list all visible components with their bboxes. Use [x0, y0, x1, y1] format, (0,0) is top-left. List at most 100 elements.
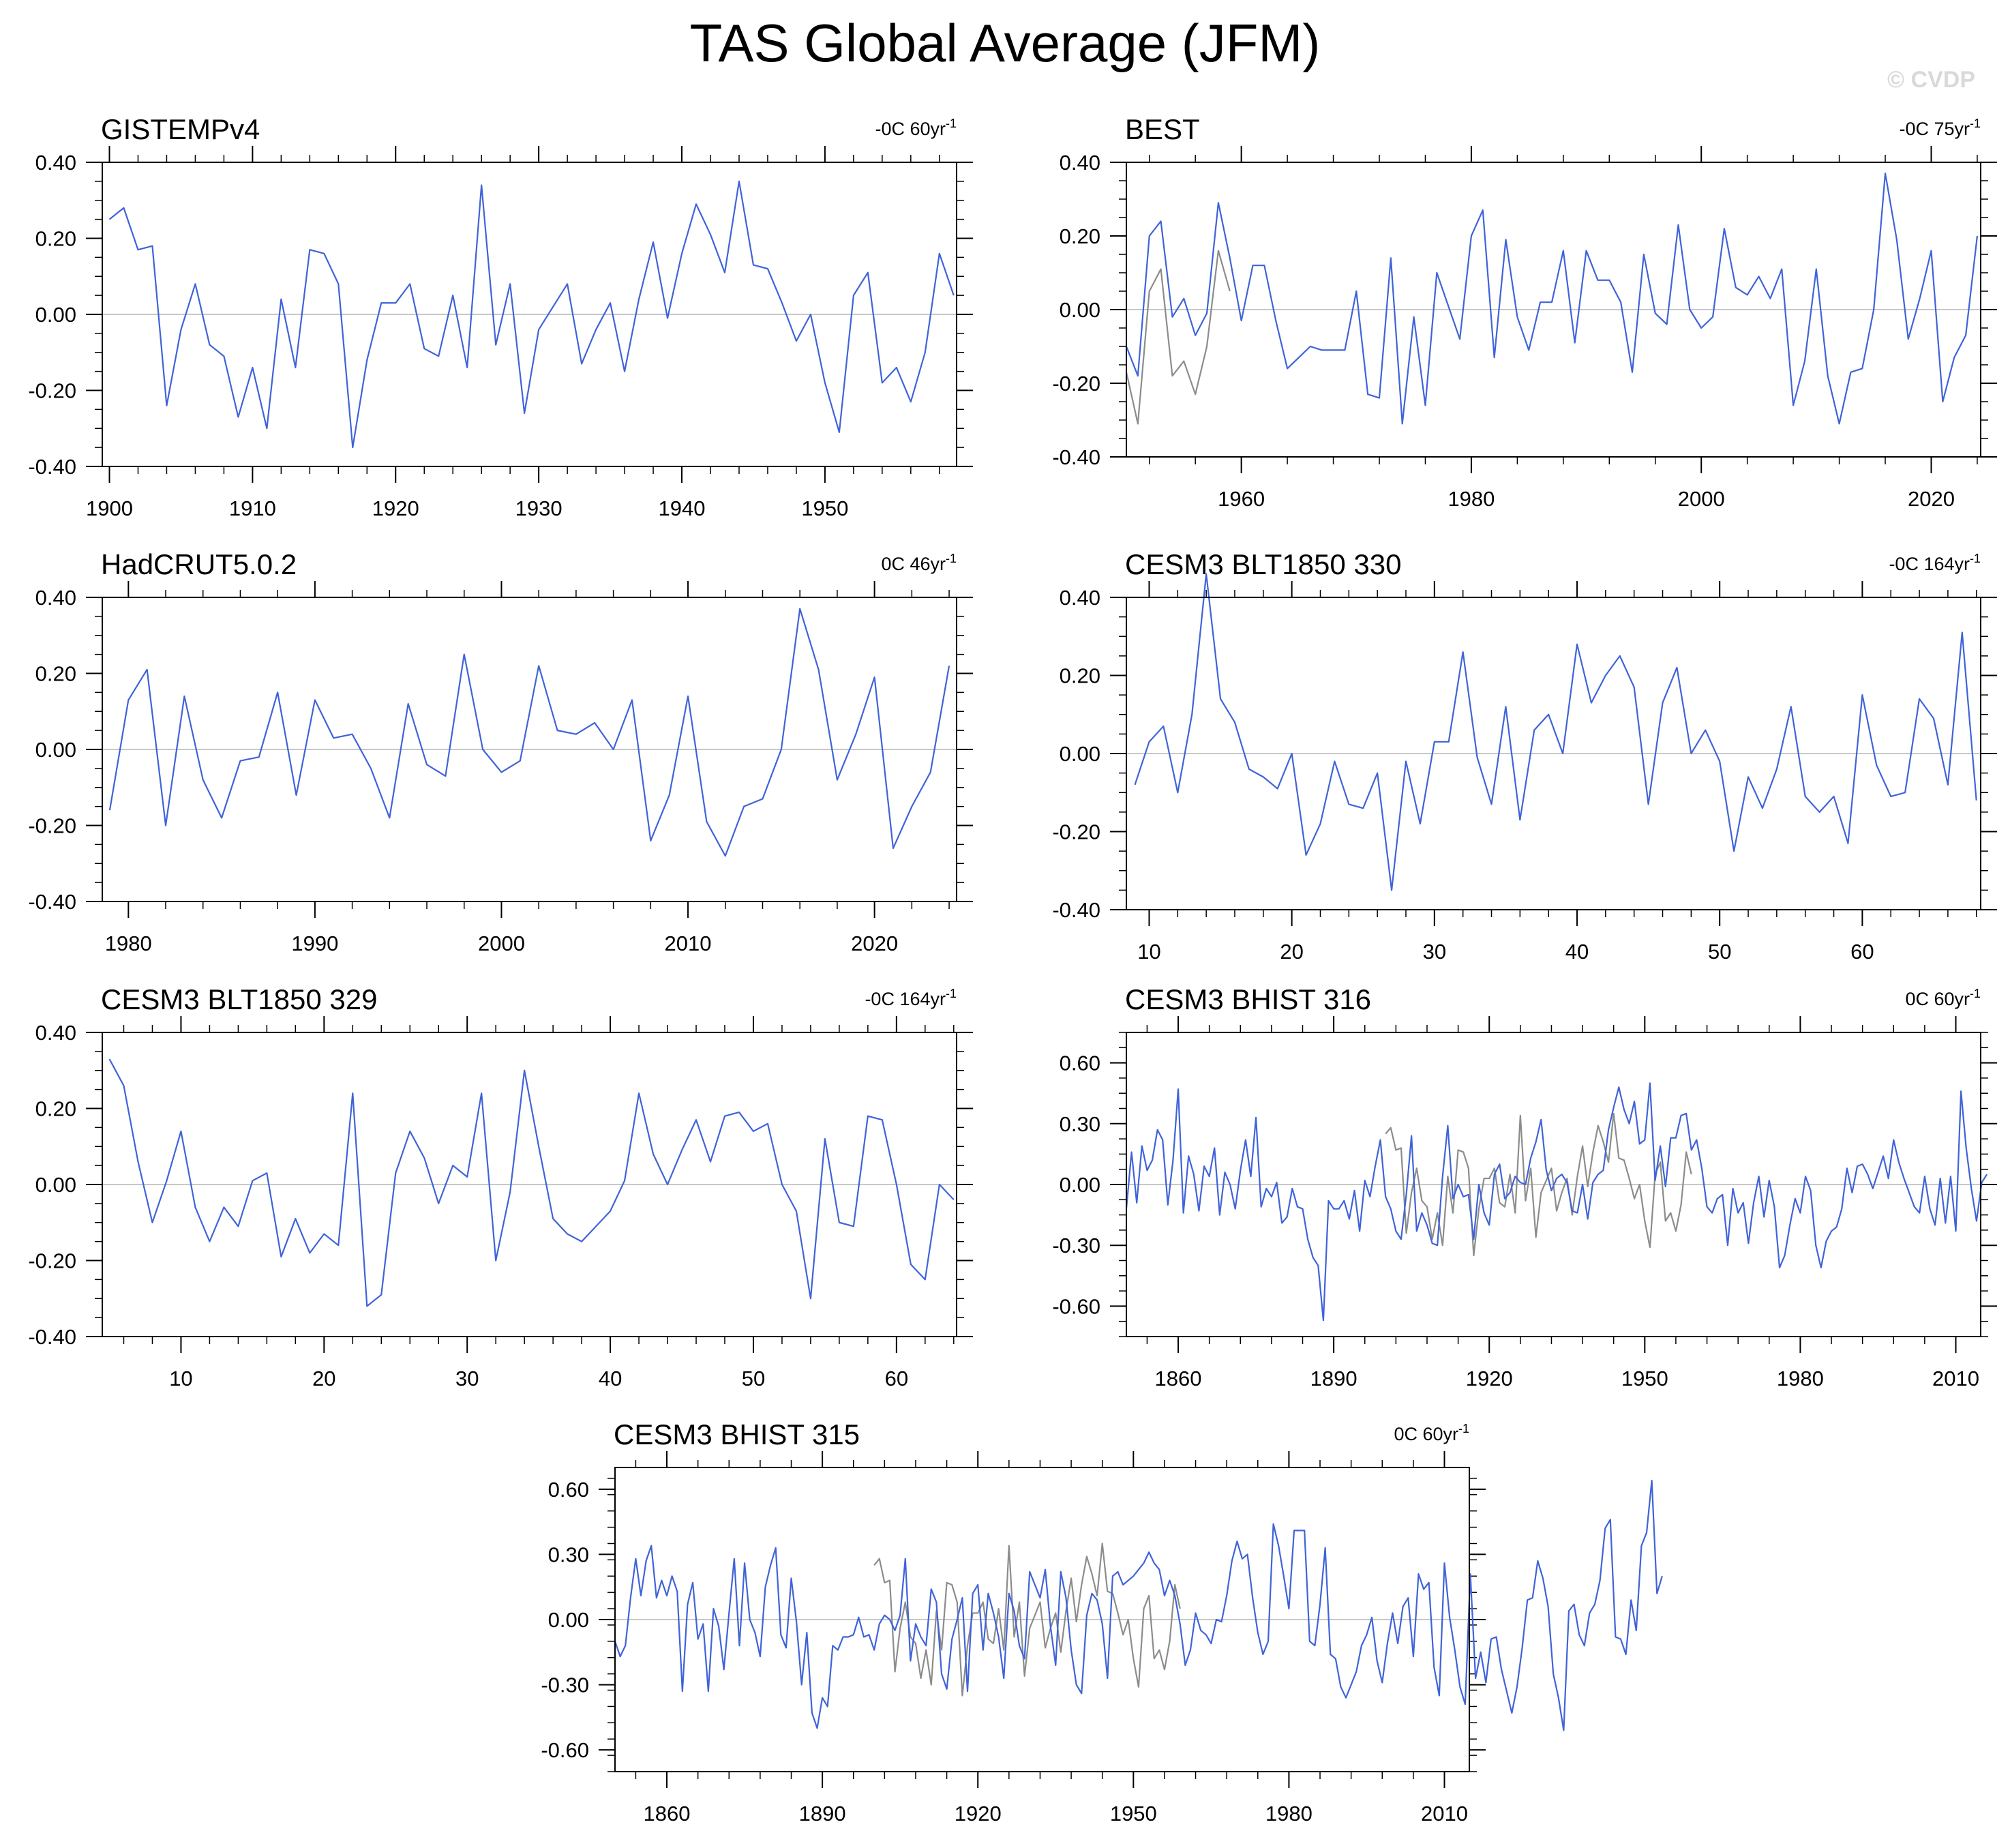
chart-panel-4: CESM3 BLT1850 330 -0C 164yr-1 -0.40 -0.20 0.… [1052, 548, 1997, 964]
y-tick-label: 0.20 [35, 1097, 76, 1121]
x-tick-label: 60 [1850, 940, 1874, 964]
plot-frame [1126, 162, 1981, 458]
x-tick-label: 60 [885, 1367, 908, 1390]
page-title: TAS Global Average (JFM) [690, 13, 1321, 73]
x-tick-label: 1920 [1466, 1367, 1513, 1390]
series-line [108, 608, 950, 857]
x-tick-label: 1960 [1218, 487, 1265, 511]
series-line [108, 180, 955, 449]
x-tick-label: 2000 [478, 932, 525, 955]
y-tick-label: 0.40 [35, 1021, 76, 1045]
x-tick-label: 1890 [1310, 1367, 1358, 1390]
y-tick-label: -0.60 [1052, 1294, 1100, 1318]
panel-title: HadCRUT5.0.2 [101, 548, 297, 580]
y-tick-label: 0.20 [1060, 224, 1100, 248]
series-line [1134, 573, 1977, 891]
series-line [1125, 173, 1979, 425]
plot-frame [1126, 597, 1981, 910]
y-tick-label: 0.40 [35, 586, 76, 610]
trend-exponent: -1 [946, 117, 957, 130]
y-tick-label: 0.40 [35, 151, 76, 175]
trend-label: -0C 75yr-1 [1899, 117, 1981, 139]
x-tick-label: 40 [1565, 940, 1589, 964]
x-tick-label: 1890 [799, 1802, 846, 1825]
chart-panel-2: BEST -0C 75yr-1 -0.40 -0.20 0.00 0.20 0.40 1960… [1052, 113, 1997, 511]
x-tick-label: 1920 [955, 1802, 1002, 1825]
y-tick-label: -0.40 [28, 455, 76, 479]
y-tick-label: 0.20 [35, 227, 76, 251]
x-tick-label: 1950 [801, 496, 848, 520]
x-tick-label: 2020 [1908, 487, 1955, 511]
y-tick-label: -0.20 [28, 1249, 76, 1273]
x-tick-label: 10 [1137, 940, 1160, 964]
y-tick-label: -0.20 [1052, 820, 1100, 844]
series-line [1125, 1082, 1988, 1322]
y-tick-label: -0.20 [1052, 372, 1100, 396]
y-tick-label: 0.30 [548, 1543, 589, 1566]
y-tick-label: 0.20 [1060, 664, 1100, 688]
x-tick-label: 1920 [372, 496, 419, 520]
trend-label: 0C 60yr-1 [1905, 987, 1981, 1009]
chart-panel-6: CESM3 BHIST 316 0C 60yr-1 -0.60 -0.30 0.00 0.… [1052, 983, 1997, 1390]
x-tick-label: 1980 [105, 932, 152, 955]
trend-label: -0C 164yr-1 [1889, 552, 1981, 574]
y-tick-label: 0.30 [1060, 1112, 1100, 1136]
x-tick-label: 2010 [1932, 1367, 1979, 1390]
panels-container: GISTEMPv4 -0C 60yr-1 -0.40 -0.20 0.00 0.20 0.4… [28, 113, 1997, 1825]
y-tick-label: -0.40 [28, 1325, 76, 1349]
x-tick-label: 20 [1280, 940, 1303, 964]
chart-panel-7: CESM3 BHIST 315 0C 60yr-1 -0.60 -0.30 0.00 0.… [541, 1418, 1663, 1825]
y-tick-label: 0.00 [548, 1608, 589, 1632]
y-tick-label: -0.30 [541, 1673, 589, 1697]
trend-label: 0C 46yr-1 [881, 552, 957, 574]
y-tick-label: 0.60 [1060, 1052, 1100, 1075]
y-tick-label: -0.30 [1052, 1234, 1100, 1257]
series-line [614, 1480, 1663, 1731]
plot-frame [102, 1032, 957, 1337]
panel-title: GISTEMPv4 [101, 113, 260, 145]
trend-label: -0C 164yr-1 [865, 987, 957, 1009]
secondary-series-line [1125, 250, 1231, 425]
x-tick-label: 1950 [1621, 1367, 1668, 1390]
y-tick-label: 0.00 [1060, 742, 1100, 766]
secondary-series-line [1385, 1112, 1692, 1257]
panel-title: CESM3 BLT1850 329 [101, 983, 377, 1015]
panel-title: CESM3 BHIST 316 [1125, 983, 1371, 1015]
y-tick-label: 0.00 [35, 738, 76, 762]
x-tick-label: 1940 [659, 496, 706, 520]
x-tick-label: 50 [1708, 940, 1731, 964]
chart-panel-5: CESM3 BLT1850 329 -0C 164yr-1 -0.40 -0.20 0.… [28, 983, 973, 1390]
y-tick-label: 0.20 [35, 662, 76, 686]
x-tick-label: 1910 [229, 496, 276, 520]
trend-exponent: -1 [1970, 117, 1981, 130]
trend-exponent: -1 [1458, 1422, 1469, 1435]
x-tick-label: 50 [742, 1367, 765, 1390]
x-tick-label: 40 [599, 1367, 622, 1390]
x-tick-label: 1930 [515, 496, 562, 520]
x-tick-label: 1900 [86, 496, 133, 520]
trend-exponent: -1 [946, 552, 957, 565]
trend-exponent: -1 [946, 987, 957, 1000]
y-tick-label: -0.20 [28, 379, 76, 403]
x-tick-label: 10 [169, 1367, 192, 1390]
plot-frame [1126, 1032, 1981, 1337]
plot-frame [102, 597, 957, 902]
y-tick-label: 0.60 [548, 1478, 589, 1502]
trend-exponent: -1 [1970, 987, 1981, 1000]
y-tick-label: 0.00 [35, 1173, 76, 1197]
watermark: © CVDP [1887, 67, 1975, 93]
y-tick-label: -0.20 [28, 814, 76, 838]
plot-frame [102, 162, 957, 467]
trend-exponent: -1 [1970, 552, 1981, 565]
y-tick-label: 0.00 [1060, 298, 1100, 322]
x-tick-label: 30 [455, 1367, 479, 1390]
x-tick-label: 2000 [1678, 487, 1725, 511]
chart-panel-3: HadCRUT5.0.2 0C 46yr-1 -0.40 -0.20 0.00 0.20 0… [28, 548, 973, 955]
y-tick-label: 0.40 [1060, 586, 1100, 610]
x-tick-label: 1950 [1110, 1802, 1157, 1825]
x-tick-label: 20 [312, 1367, 335, 1390]
x-tick-label: 30 [1423, 940, 1446, 964]
x-tick-label: 1980 [1265, 1802, 1312, 1825]
y-tick-label: -0.40 [1052, 898, 1100, 922]
